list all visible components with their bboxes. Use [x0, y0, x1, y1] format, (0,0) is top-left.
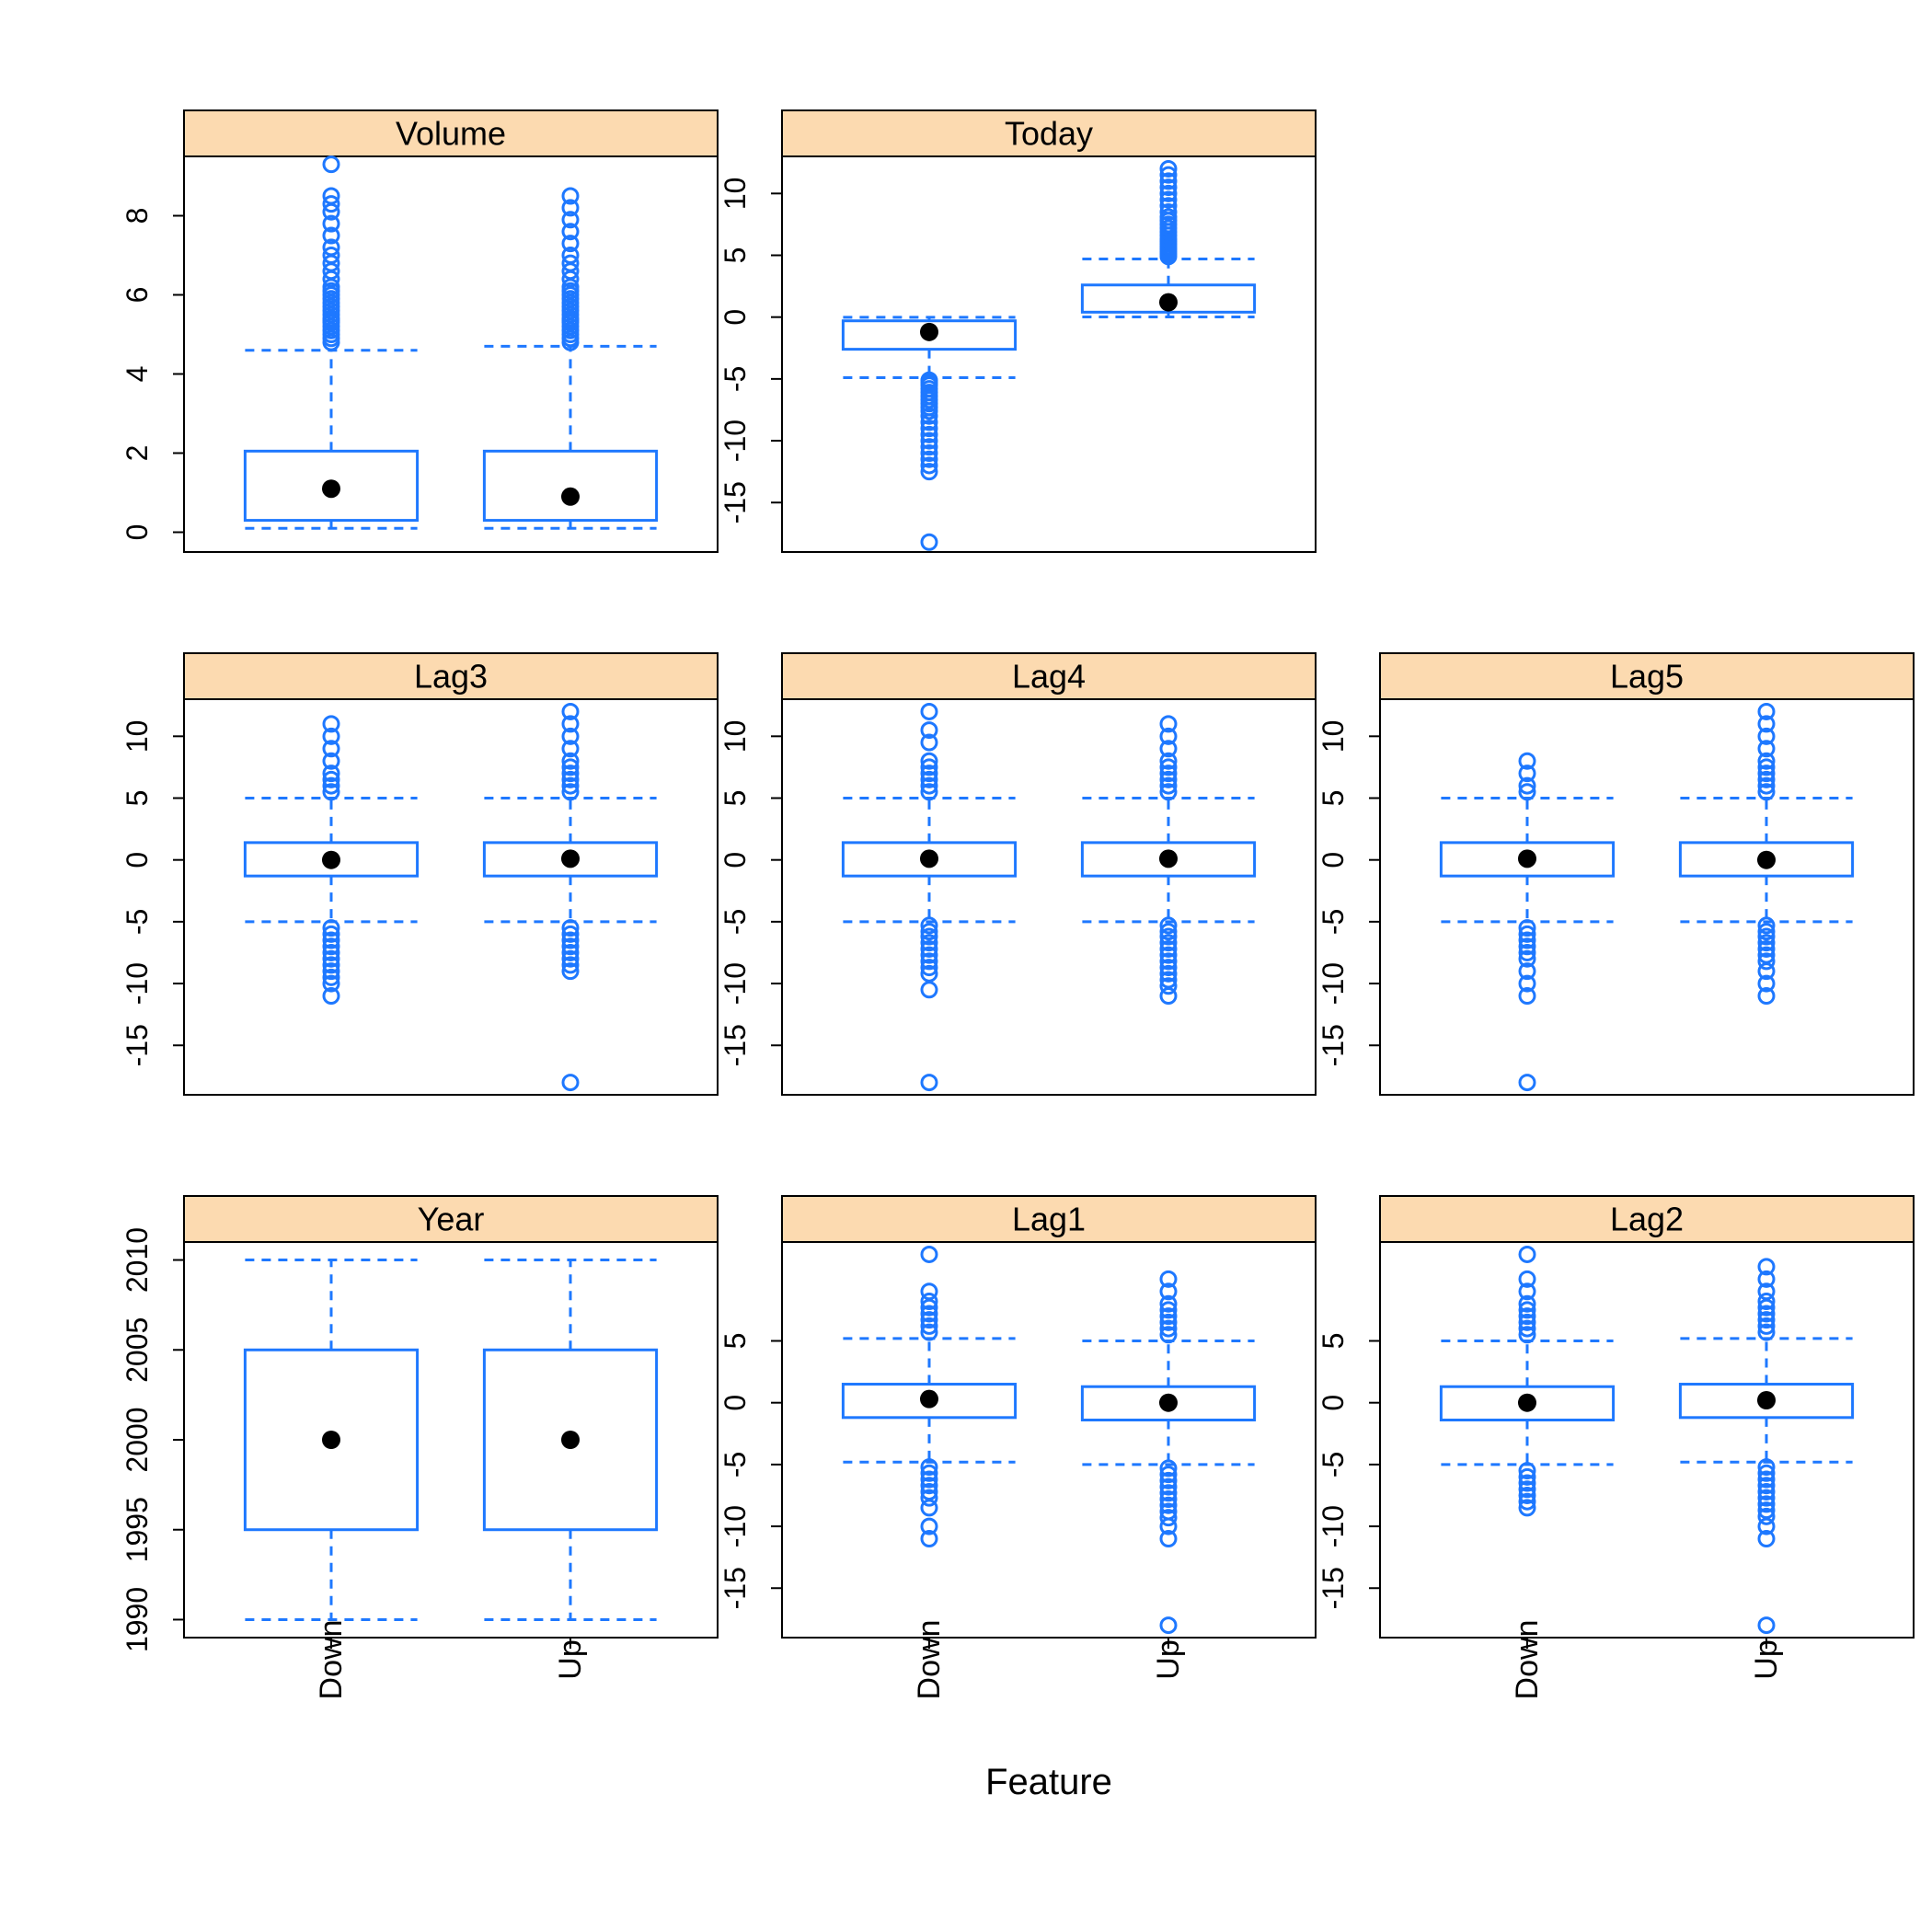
panel-body-lag2 — [1380, 1242, 1914, 1638]
x-category-label: Down — [912, 1620, 947, 1700]
panel-body-today — [782, 156, 1316, 552]
median-dot — [1518, 849, 1536, 868]
y-tick-label: -10 — [719, 420, 752, 462]
panel-lag1: Lag1 -15 -10 -5 0 5 Down Up — [719, 1196, 1316, 1699]
y-tick-label: 0 — [719, 309, 752, 326]
median-dot — [1159, 1394, 1178, 1412]
y-tick-label: -10 — [1317, 962, 1350, 1005]
x-category-label: Down — [314, 1620, 349, 1700]
y-tick-label: -10 — [1317, 1505, 1350, 1547]
y-tick-label: -15 — [719, 1024, 752, 1066]
panel-body-lag1 — [782, 1242, 1316, 1638]
panel-title-lag2: Lag2 — [1610, 1201, 1684, 1238]
panel-lag3: Lag3 -15 -10 -5 0 5 10 — [121, 653, 718, 1095]
y-tick-label: 8 — [121, 208, 154, 224]
median-dot — [920, 849, 938, 868]
y-tick-label: 0 — [1317, 852, 1350, 868]
y-tick-label: 5 — [719, 247, 752, 264]
trellis-boxplot-grid: Volume 0 2 4 6 8 Today -15 -10 -5 0 5 10 Lag3 -15 -10 -5… — [0, 0, 1932, 1932]
y-tick-label: -5 — [719, 1452, 752, 1478]
panel-body-year — [184, 1242, 718, 1638]
y-tick-label: 10 — [719, 720, 752, 753]
y-tick-label: 0 — [719, 852, 752, 868]
y-tick-label: 5 — [121, 790, 154, 807]
median-dot — [561, 488, 580, 506]
y-tick-label: -15 — [121, 1024, 154, 1066]
y-tick-label: -5 — [719, 909, 752, 935]
y-tick-label: 0 — [121, 852, 154, 868]
panel-title-lag5: Lag5 — [1610, 658, 1684, 696]
median-dot — [1159, 293, 1178, 312]
y-tick-label: 10 — [121, 720, 154, 753]
panel-title-volume: Volume — [396, 115, 506, 153]
median-dot — [322, 1431, 340, 1449]
y-tick-label: 2005 — [121, 1317, 154, 1383]
y-tick-label: 0 — [1317, 1395, 1350, 1411]
y-tick-label: 5 — [1317, 1333, 1350, 1350]
panel-today: Today -15 -10 -5 0 5 10 — [719, 110, 1316, 552]
panel-lag2: Lag2 -15 -10 -5 0 5 Down Up — [1317, 1196, 1914, 1699]
y-tick-label: -10 — [719, 1505, 752, 1547]
y-tick-label: 1990 — [121, 1587, 154, 1652]
y-tick-label: -15 — [719, 481, 752, 523]
median-dot — [1518, 1394, 1536, 1412]
panel-lag5: Lag5 -15 -10 -5 0 5 10 — [1317, 653, 1914, 1095]
median-dot — [1757, 851, 1776, 869]
y-tick-label: 5 — [719, 1333, 752, 1350]
x-category-label: Up — [1151, 1639, 1186, 1679]
y-tick-label: -5 — [1317, 909, 1350, 935]
panel-lag4: Lag4 -15 -10 -5 0 5 10 — [719, 653, 1316, 1095]
median-dot — [1159, 849, 1178, 868]
y-tick-label: -5 — [1317, 1452, 1350, 1478]
panel-body-lag3 — [184, 699, 718, 1095]
y-tick-label: 10 — [719, 178, 752, 211]
x-axis-label: Feature — [985, 1762, 1112, 1802]
panel-title-lag4: Lag4 — [1012, 658, 1086, 696]
y-tick-label: -15 — [1317, 1024, 1350, 1066]
y-tick-label: -5 — [719, 366, 752, 392]
panel-title-lag3: Lag3 — [414, 658, 488, 696]
median-dot — [920, 1390, 938, 1409]
y-tick-label: 6 — [121, 287, 154, 304]
y-tick-label: 1995 — [121, 1497, 154, 1562]
y-tick-label: 2000 — [121, 1407, 154, 1472]
panel-body-volume — [184, 156, 718, 552]
median-dot — [561, 1431, 580, 1449]
panel-title-year: Year — [418, 1201, 485, 1238]
panel-title-lag1: Lag1 — [1012, 1201, 1086, 1238]
panel-body-lag5 — [1380, 699, 1914, 1095]
y-tick-label: 2010 — [121, 1227, 154, 1293]
x-category-label: Down — [1510, 1620, 1545, 1700]
y-tick-label: -10 — [121, 962, 154, 1005]
y-tick-label: -15 — [719, 1567, 752, 1609]
median-dot — [322, 851, 340, 869]
chart-svg: Volume 0 2 4 6 8 Today -15 -10 -5 0 5 10 Lag3 -15 -10 -5… — [0, 0, 1932, 1932]
y-tick-label: 0 — [121, 524, 154, 541]
y-tick-label: -5 — [121, 909, 154, 935]
y-tick-label: -10 — [719, 962, 752, 1005]
median-dot — [1757, 1391, 1776, 1409]
y-tick-label: 4 — [121, 366, 154, 383]
median-dot — [561, 849, 580, 868]
x-category-label: Up — [1749, 1639, 1784, 1679]
median-dot — [322, 479, 340, 498]
panel-title-today: Today — [1005, 115, 1093, 153]
y-tick-label: 10 — [1317, 720, 1350, 753]
y-tick-label: -15 — [1317, 1567, 1350, 1609]
median-dot — [920, 323, 938, 341]
panel-year: Year 1990 1995 2000 2005 2010 Down Up — [121, 1196, 718, 1699]
y-tick-label: 5 — [719, 790, 752, 807]
panel-volume: Volume 0 2 4 6 8 — [121, 110, 718, 552]
x-category-label: Up — [553, 1639, 588, 1679]
y-tick-label: 5 — [1317, 790, 1350, 807]
panel-body-lag4 — [782, 699, 1316, 1095]
y-tick-label: 0 — [719, 1395, 752, 1411]
y-tick-label: 2 — [121, 445, 154, 462]
